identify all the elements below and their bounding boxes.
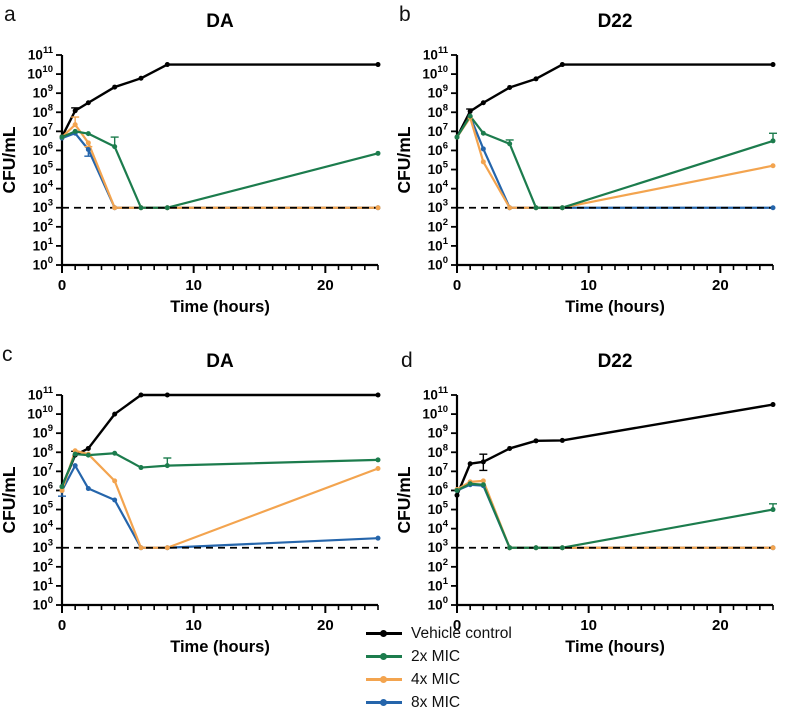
svg-text:100: 100 xyxy=(33,255,53,273)
svg-text:107: 107 xyxy=(428,461,448,479)
svg-text:107: 107 xyxy=(33,461,53,479)
svg-text:Time (hours): Time (hours) xyxy=(565,638,665,656)
svg-text:104: 104 xyxy=(428,519,449,537)
svg-text:0: 0 xyxy=(58,277,66,294)
legend-item-vehicle-control: Vehicle control xyxy=(366,622,512,645)
svg-text:10: 10 xyxy=(185,617,202,634)
svg-text:Time (hours): Time (hours) xyxy=(565,298,665,316)
svg-text:0: 0 xyxy=(453,617,461,634)
svg-text:20: 20 xyxy=(317,277,334,294)
svg-text:1011: 1011 xyxy=(423,385,449,403)
svg-text:109: 109 xyxy=(33,83,53,101)
svg-text:108: 108 xyxy=(428,102,448,120)
svg-text:103: 103 xyxy=(33,198,53,216)
svg-text:102: 102 xyxy=(428,217,448,235)
vehicle-control-line-swatch xyxy=(366,629,402,638)
svg-text:1010: 1010 xyxy=(27,404,53,422)
svg-text:CFU/mL: CFU/mL xyxy=(0,126,19,193)
svg-text:1010: 1010 xyxy=(27,64,53,82)
svg-text:10: 10 xyxy=(580,617,597,634)
svg-text:105: 105 xyxy=(428,160,449,178)
svg-text:100: 100 xyxy=(428,255,448,273)
8x-mic-line-swatch xyxy=(366,698,402,707)
svg-text:109: 109 xyxy=(33,423,53,441)
legend-item-2x-mic: 2x MIC xyxy=(366,645,512,668)
svg-text:20: 20 xyxy=(317,617,334,634)
svg-text:103: 103 xyxy=(428,538,448,556)
panel-letter-d: d xyxy=(401,349,413,372)
panel-letter-b: b xyxy=(399,3,411,26)
svg-text:D22: D22 xyxy=(598,351,633,372)
svg-text:0: 0 xyxy=(453,277,461,294)
legend-item-4x-mic: 4x MIC xyxy=(366,668,512,691)
legend-label: 8x MIC xyxy=(411,693,461,711)
svg-text:DA: DA xyxy=(206,351,234,372)
svg-text:1010: 1010 xyxy=(422,64,448,82)
svg-text:100: 100 xyxy=(33,595,53,613)
legend-label: 2x MIC xyxy=(411,647,461,665)
svg-text:1011: 1011 xyxy=(28,45,54,63)
svg-text:1011: 1011 xyxy=(423,45,449,63)
svg-text:104: 104 xyxy=(428,179,449,197)
svg-text:105: 105 xyxy=(428,500,449,518)
svg-text:106: 106 xyxy=(428,480,448,498)
svg-text:108: 108 xyxy=(428,442,448,460)
svg-text:103: 103 xyxy=(33,538,53,556)
svg-text:20: 20 xyxy=(712,617,729,634)
svg-text:108: 108 xyxy=(33,442,53,460)
svg-text:Time (hours): Time (hours) xyxy=(170,298,270,316)
svg-text:107: 107 xyxy=(428,121,448,139)
svg-text:109: 109 xyxy=(428,83,448,101)
panel-letter-a: a xyxy=(4,3,16,26)
svg-text:101: 101 xyxy=(428,576,449,594)
svg-text:109: 109 xyxy=(428,423,448,441)
panel-letter-c: c xyxy=(2,343,13,366)
svg-text:10: 10 xyxy=(185,277,202,294)
svg-text:106: 106 xyxy=(428,140,448,158)
svg-text:1011: 1011 xyxy=(28,385,54,403)
svg-text:0: 0 xyxy=(58,617,66,634)
svg-text:20: 20 xyxy=(712,277,729,294)
4x-mic-line-swatch xyxy=(366,675,402,684)
svg-text:102: 102 xyxy=(33,557,53,575)
svg-text:104: 104 xyxy=(33,179,54,197)
svg-text:D22: D22 xyxy=(598,11,633,32)
svg-text:DA: DA xyxy=(206,11,234,32)
svg-text:106: 106 xyxy=(33,140,53,158)
2x-mic-line-swatch xyxy=(366,652,402,661)
svg-text:100: 100 xyxy=(428,595,448,613)
svg-text:CFU/mL: CFU/mL xyxy=(395,126,414,193)
svg-text:CFU/mL: CFU/mL xyxy=(0,466,19,533)
svg-text:101: 101 xyxy=(428,236,449,254)
svg-text:101: 101 xyxy=(33,236,54,254)
svg-text:101: 101 xyxy=(33,576,54,594)
legend-item-8x-mic: 8x MIC xyxy=(366,691,512,712)
svg-text:106: 106 xyxy=(33,480,53,498)
svg-text:Time (hours): Time (hours) xyxy=(170,638,270,656)
svg-text:102: 102 xyxy=(428,557,448,575)
svg-text:108: 108 xyxy=(33,102,53,120)
svg-text:1010: 1010 xyxy=(422,404,448,422)
svg-text:CFU/mL: CFU/mL xyxy=(395,466,414,533)
legend-label: Vehicle control xyxy=(411,624,512,642)
svg-text:103: 103 xyxy=(428,198,448,216)
svg-text:105: 105 xyxy=(33,160,54,178)
svg-text:104: 104 xyxy=(33,519,54,537)
svg-text:107: 107 xyxy=(33,121,53,139)
svg-text:105: 105 xyxy=(33,500,54,518)
svg-text:10: 10 xyxy=(580,277,597,294)
svg-text:102: 102 xyxy=(33,217,53,235)
legend-label: 4x MIC xyxy=(411,670,461,688)
legend: Vehicle control 2x MIC 4x MIC 8x MIC xyxy=(366,622,512,712)
